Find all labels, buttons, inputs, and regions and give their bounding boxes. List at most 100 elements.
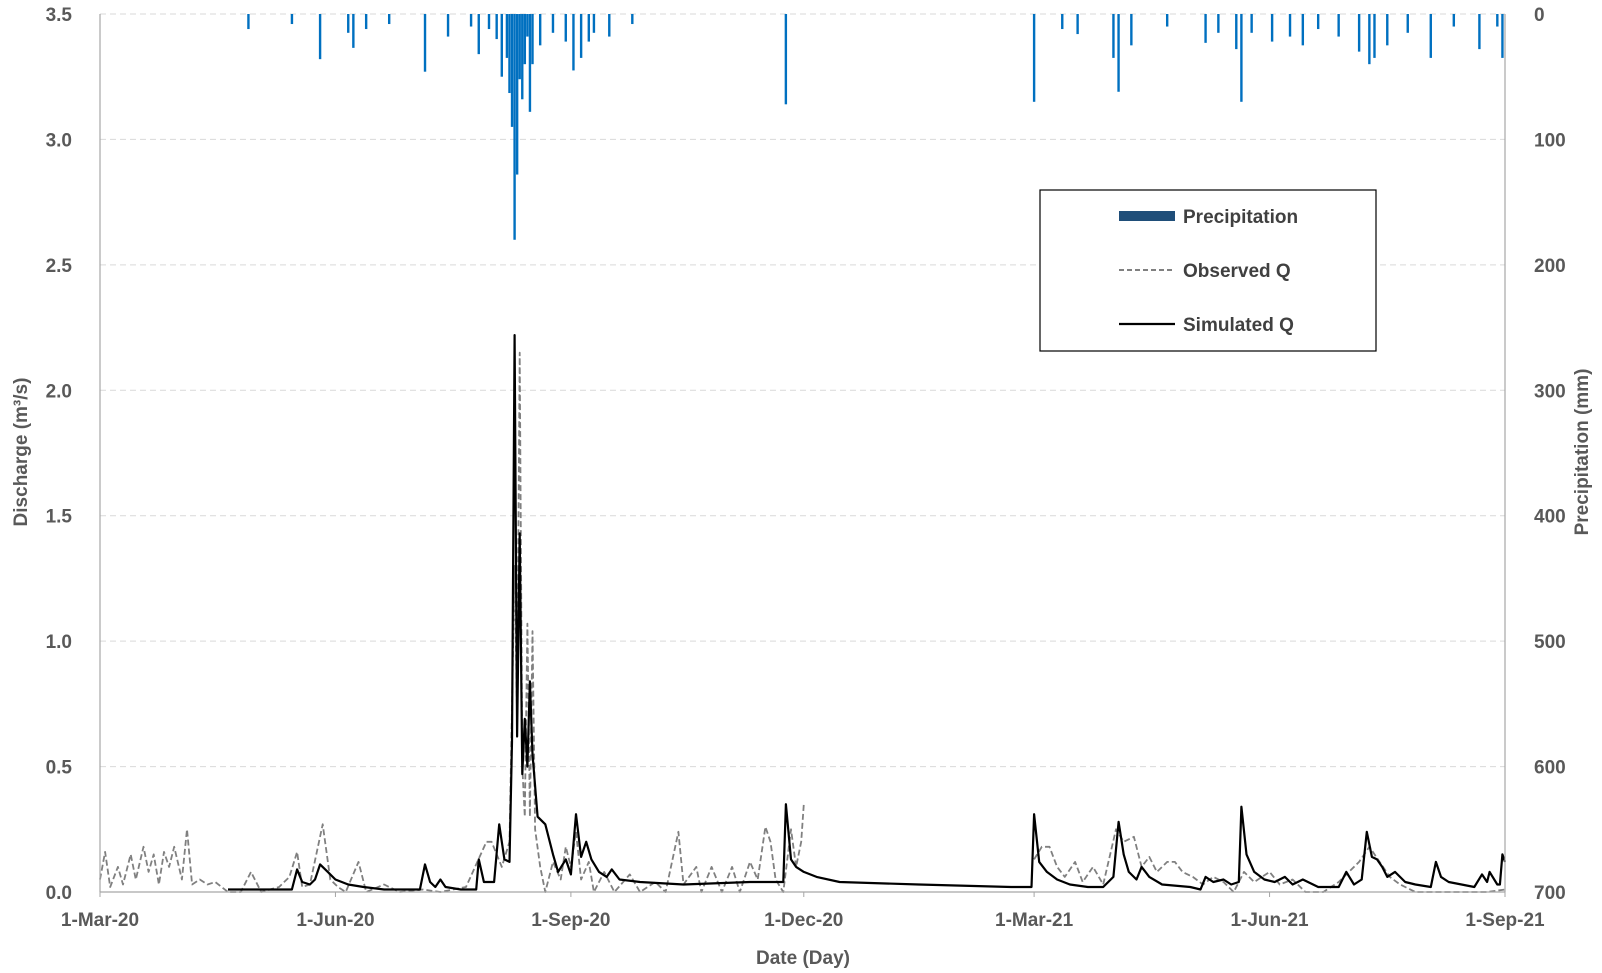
x-tick-label: 1-Mar-21	[995, 910, 1074, 931]
precipitation-bar	[1165, 14, 1169, 27]
y-tick-label: 2.5	[46, 256, 73, 277]
y-tick-label: 0.0	[46, 883, 72, 904]
precipitation-bar	[1117, 14, 1120, 92]
precipitation-bar	[290, 14, 294, 25]
precipitation-bar	[608, 14, 611, 37]
gridlines	[100, 13, 1505, 768]
precipitation-bar	[515, 14, 519, 175]
x-axis-title: Date (Day)	[756, 948, 850, 969]
precipitation-bar	[505, 14, 509, 58]
y-tick-label: 3.5	[46, 5, 73, 26]
observed-q-line	[99, 351, 1506, 893]
precipitation-bar	[564, 14, 567, 42]
precipitation-bar	[784, 14, 788, 105]
x-tick-label: 1-Jun-20	[296, 910, 374, 931]
precipitation-bar	[352, 14, 355, 48]
y2-axis-title: Precipitation (mm)	[1572, 369, 1593, 536]
precipitation-bar	[347, 14, 350, 33]
y-axis-title: Discharge (m³/s)	[11, 378, 32, 527]
precipitation-bar	[1452, 14, 1456, 27]
precipitation-bar	[579, 14, 583, 58]
discharge-lines	[99, 334, 1507, 893]
precipitation-bar	[1301, 14, 1305, 46]
legend-label-simulated: Simulated Q	[1183, 315, 1294, 336]
precipitation-bar	[1501, 14, 1504, 58]
precipitation-bar	[523, 14, 527, 65]
y-tick-label: 0.5	[46, 758, 73, 779]
precipitation-bar	[531, 14, 534, 65]
precipitation-bar	[318, 14, 322, 60]
precipitation-bar	[1386, 14, 1389, 46]
precipitation-bar	[1076, 14, 1079, 35]
precipitation-bar	[1316, 14, 1320, 30]
precipitation-bar	[538, 14, 542, 46]
x-tick-label: 1-Mar-20	[61, 910, 139, 931]
precipitation-bar	[518, 14, 521, 80]
axes	[99, 14, 1506, 897]
precipitation-bar	[469, 14, 473, 27]
precipitation-bar	[387, 14, 391, 25]
legend-box	[1039, 189, 1377, 352]
precipitation-bar	[1406, 14, 1409, 33]
precipitation-bar	[1204, 14, 1207, 43]
precipitation-bar	[551, 14, 555, 33]
precipitation-bar	[364, 14, 368, 30]
precipitation-bar	[528, 14, 532, 112]
precipitation-bars	[247, 14, 1504, 240]
precipitation-bar	[1032, 14, 1036, 102]
precipitation-bar	[587, 14, 591, 42]
y-tick-label: 2.0	[46, 381, 72, 402]
precipitation-bar	[477, 14, 480, 55]
precipitation-bar	[1368, 14, 1371, 65]
precipitation-bar	[592, 14, 596, 33]
precipitation-bar	[500, 14, 503, 77]
precipitation-bar	[521, 14, 524, 100]
y2-tick-label: 300	[1534, 381, 1566, 402]
precipitation-bar	[1429, 14, 1432, 58]
y2-tick-label: 0	[1534, 5, 1545, 26]
y2-tick-label: 100	[1534, 130, 1566, 151]
precipitation-bar	[446, 14, 450, 37]
y-tick-label: 1.5	[46, 507, 73, 528]
precipitation-bar	[572, 14, 575, 71]
x-tick-label: 1-Jun-21	[1230, 910, 1309, 931]
precipitation-bar	[526, 14, 529, 37]
precipitation-bar	[423, 14, 427, 72]
precipitation-bar	[495, 14, 498, 40]
precipitation-bar	[1337, 14, 1340, 37]
precipitation-bar	[247, 14, 250, 30]
precipitation-bar	[1270, 14, 1274, 42]
precipitation-bar	[1112, 14, 1115, 58]
y2-tick-label: 600	[1534, 758, 1566, 779]
x-tick-label: 1-Sep-20	[531, 910, 610, 931]
y-tick-label: 1.0	[46, 632, 72, 653]
precipitation-bar	[487, 14, 491, 30]
precipitation-bar	[1061, 14, 1064, 30]
precipitation-bar	[510, 14, 514, 127]
precipitation-bar	[1240, 14, 1243, 102]
legend-label-precipitation: Precipitation	[1183, 207, 1298, 228]
y2-tick-label: 200	[1534, 256, 1566, 277]
simulated-q-line	[228, 334, 1507, 891]
y-tick-label: 3.0	[46, 130, 72, 151]
y2-tick-label: 500	[1534, 632, 1566, 653]
precipitation-bar	[1250, 14, 1253, 33]
legend-swatch-precipitation	[1119, 211, 1175, 221]
precipitation-bar	[1217, 14, 1220, 33]
y2-tick-label: 400	[1534, 507, 1566, 528]
precipitation-bar	[513, 14, 516, 240]
x-tick-label: 1-Sep-21	[1465, 910, 1545, 931]
legend: Precipitation Observed Q Simulated Q	[1039, 189, 1377, 352]
precipitation-bar	[1235, 14, 1238, 50]
precipitation-bar	[1357, 14, 1361, 52]
precipitation-bar	[1130, 14, 1133, 46]
precipitation-bar	[1288, 14, 1292, 37]
legend-label-observed: Observed Q	[1183, 261, 1291, 282]
precipitation-bar	[1478, 14, 1481, 50]
precipitation-bar	[631, 14, 634, 25]
x-tick-label: 1-Dec-20	[764, 910, 843, 931]
precipitation-bar	[1373, 14, 1376, 58]
y2-tick-label: 700	[1534, 883, 1566, 904]
tick-labels: 0.0 0.5 1.0 1.5 2.0 2.5 3.0 3.5 0 100 200 300 400 500…	[46, 5, 1566, 931]
